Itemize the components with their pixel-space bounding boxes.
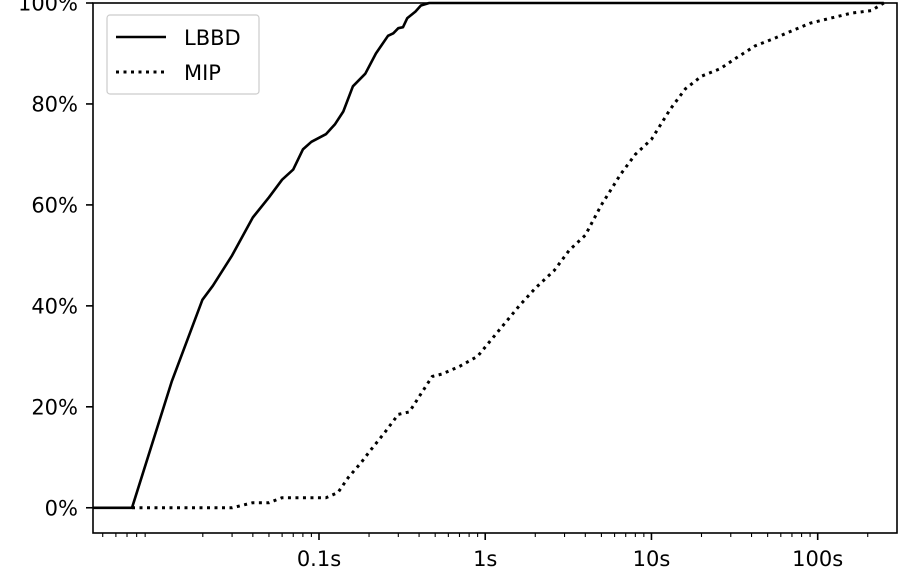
y-tick-label: 100%: [18, 0, 78, 16]
x-tick-label: 1s: [473, 547, 497, 571]
plot-frame: [92, 2, 898, 534]
y-tick-label: 40%: [31, 294, 78, 318]
legend-label-mip: MIP: [184, 61, 221, 85]
y-axis: 0% 20% 40% 60% 80% 100%: [18, 0, 93, 520]
series-line-mip: [132, 1, 885, 510]
series-line-lbbd: [93, 1, 884, 510]
x-tick-label: 100s: [792, 547, 843, 571]
x-tick-label: 0.1s: [297, 547, 341, 571]
y-tick-label: 80%: [31, 92, 78, 116]
legend-label-lbbd: LBBD: [184, 26, 241, 50]
legend: LBBD MIP: [106, 14, 260, 95]
x-axis: 0.1s 1s 10s 100s: [102, 533, 869, 571]
y-tick-label: 60%: [31, 193, 78, 217]
plot-lines: [93, 1, 885, 510]
y-tick-label: 0%: [45, 496, 78, 520]
y-tick-label: 20%: [31, 395, 78, 419]
x-tick-label: 10s: [633, 547, 671, 571]
legend-box: [106, 14, 260, 95]
